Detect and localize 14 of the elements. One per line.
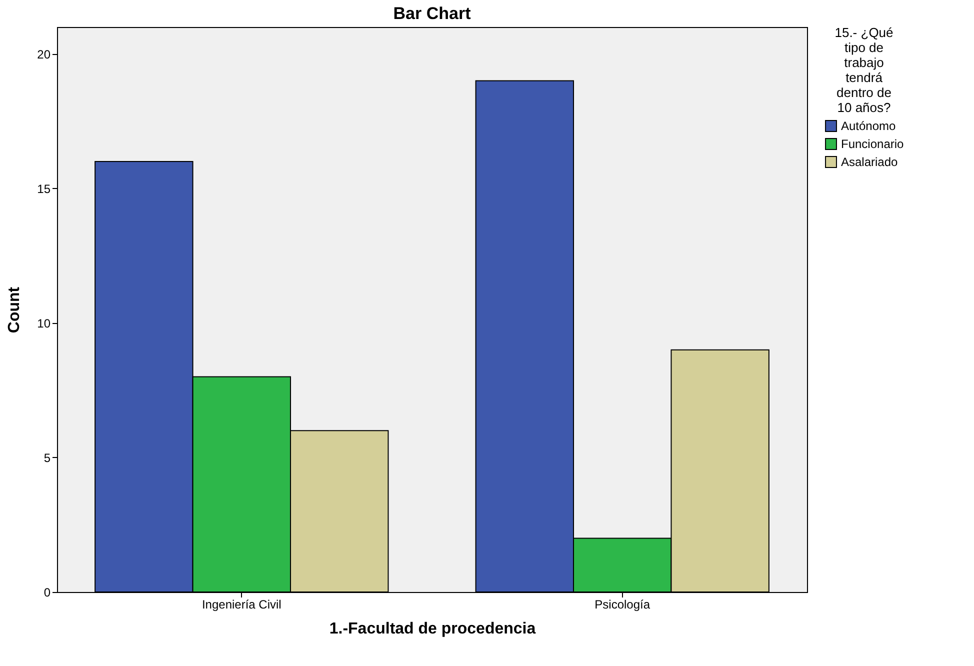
legend-label: Autónomo xyxy=(841,119,896,133)
y-tick-label: 20 xyxy=(37,47,51,62)
y-tick-label: 10 xyxy=(37,316,51,330)
y-tick-label: 15 xyxy=(37,182,51,196)
y-tick-label: 0 xyxy=(44,586,51,600)
legend-title: 15.- ¿Qué tipo de trabajo tendrá dentro de 10 años? xyxy=(834,25,894,115)
y-tick-label: 5 xyxy=(44,450,51,465)
x-tick-label: Psicología xyxy=(594,598,650,612)
x-tick-label: Ingeniería Civil xyxy=(202,598,282,612)
chart-title: Bar Chart xyxy=(393,4,472,23)
x-axis-title: 1.-Facultad de procedencia xyxy=(329,620,536,638)
legend-label: Asalariado xyxy=(841,155,898,169)
legend-label: Funcionario xyxy=(841,137,904,151)
y-axis-title: Count xyxy=(6,286,24,334)
